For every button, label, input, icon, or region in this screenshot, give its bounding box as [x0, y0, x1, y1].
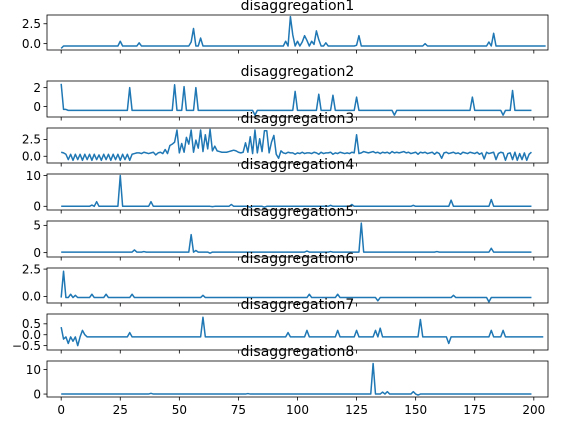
y-tick-label: 2.5: [22, 262, 41, 276]
y-tick-label: 5: [33, 219, 41, 233]
x-tick-label: 175: [463, 403, 486, 417]
y-tick-label: 2.5: [22, 17, 41, 31]
y-tick-label: 0.5: [22, 317, 41, 331]
y-tick-label: 0: [33, 200, 41, 214]
series-line-3: [60, 128, 532, 162]
x-tick-label: 100: [286, 403, 309, 417]
x-tick-label: 200: [522, 403, 545, 417]
subplot-title-1: disaggregation1: [241, 0, 355, 14]
series-line-1: [60, 15, 546, 49]
y-tick-label: 2.5: [22, 133, 41, 147]
y-tick-label: 0.0: [22, 150, 41, 164]
y-tick-label: 0: [33, 100, 41, 114]
series-line-7: [60, 316, 544, 347]
subplot-3: 0.0 2.5 disaggregation3: [22, 111, 549, 167]
y-tick-label: 10: [26, 363, 41, 377]
series-line-6: [60, 270, 532, 303]
subplot-7: −0.50.00.5 disaggregation7: [12, 297, 549, 354]
y-tick-label: 0.0: [22, 37, 41, 51]
x-tick-label: 75: [231, 403, 246, 417]
subplot-6: 0.0 2.5 disaggregation6: [22, 251, 549, 307]
subplot-title-5: disaggregation5: [241, 204, 355, 220]
x-tick-label: 25: [113, 403, 128, 417]
subplot-4: 0 10 disaggregation4: [26, 157, 549, 214]
y-tick-label: 0: [33, 246, 41, 260]
subplot-title-3: disaggregation3: [241, 111, 355, 127]
subplot-title-7: disaggregation7: [241, 297, 355, 313]
x-tick-label: 125: [345, 403, 368, 417]
series-line-2: [60, 83, 532, 116]
x-tick-label: 0: [57, 403, 65, 417]
x-tick-label: 150: [404, 403, 427, 417]
y-tick-label: −0.5: [12, 339, 41, 353]
subplot-2: 0 2 disaggregation2: [33, 64, 549, 121]
subplot-title-8: disaggregation8: [241, 344, 355, 360]
y-tick-label: 10: [26, 169, 41, 183]
subplot-title-6: disaggregation6: [241, 251, 355, 267]
y-tick-label: 2: [33, 81, 41, 95]
y-tick-label: 0.0: [22, 328, 41, 342]
series-line-5: [61, 222, 532, 254]
y-tick-label: 0: [33, 387, 41, 401]
y-tick-label: 0.0: [22, 290, 41, 304]
subplot-1: 0.0 2.5 disaggregation1: [22, 0, 549, 54]
series-line-4: [61, 174, 532, 208]
subplot-5: 0 5 disaggregation5: [33, 204, 549, 261]
series-line-8: [61, 362, 532, 396]
axes-frame-8: [46, 360, 549, 398]
subplot-title-2: disaggregation2: [241, 64, 355, 80]
x-tick-label: 50: [172, 403, 187, 417]
subplot-title-4: disaggregation4: [241, 157, 355, 173]
